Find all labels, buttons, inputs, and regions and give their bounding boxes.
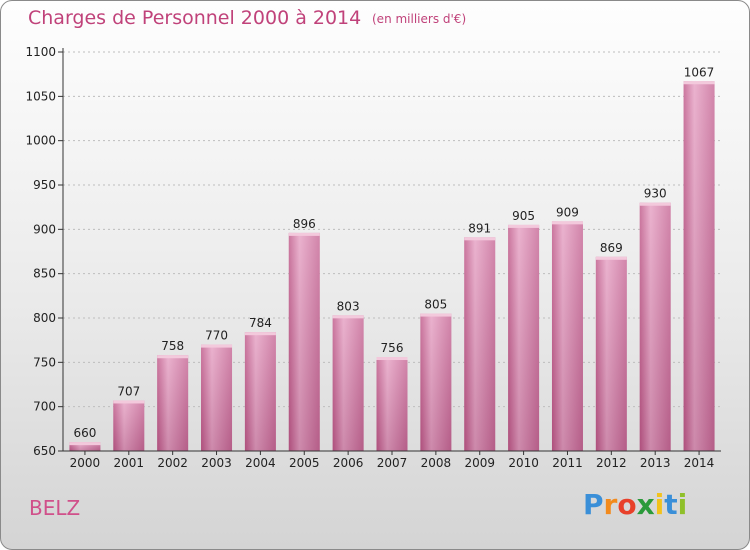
bar-shade-2007 [376,357,408,451]
bar-top-2013 [639,202,671,206]
bar-shade-2010 [508,224,540,451]
y-tick-label: 700 [33,400,56,414]
bar-shade-2004 [244,332,276,451]
y-tick-label: 750 [33,355,56,369]
bar-top-2000 [69,442,101,446]
bar-top-2004 [244,332,276,336]
x-tick-label-2006: 2006 [333,456,364,470]
x-tick-label-2004: 2004 [245,456,276,470]
bar-top-2008 [420,313,452,317]
bar-shade-2003 [201,344,233,451]
y-tick-label: 900 [33,222,56,236]
x-tick-label-2007: 2007 [377,456,408,470]
data-label-2009: 891 [468,221,491,235]
x-tick-label-2002: 2002 [157,456,188,470]
x-tick-label-2012: 2012 [596,456,627,470]
data-label-2002: 758 [161,339,184,353]
y-tick-label: 650 [33,444,56,458]
data-label-2006: 803 [337,299,360,313]
y-tick-label: 1050 [25,89,56,103]
data-label-2011: 909 [556,205,579,219]
data-label-2003: 770 [205,329,228,343]
x-tick-label-2011: 2011 [552,456,583,470]
data-label-2005: 896 [293,217,316,231]
bar-shade-2006 [332,315,364,451]
logo-letter: x [636,488,655,521]
bar-shade-2014 [683,81,715,451]
data-label-2014: 1067 [684,65,715,79]
bar-top-2003 [201,344,233,348]
chart-subtitle: (en milliers d'€) [372,12,467,26]
bar-shade-2008 [420,313,452,451]
bar-shade-2000 [69,442,101,451]
bar-top-2005 [288,232,320,236]
bar-shade-2005 [288,232,320,451]
bar-top-2009 [464,237,496,241]
y-tick-label: 1000 [25,134,56,148]
bar-top-2010 [508,224,540,228]
logo-letter: P [583,488,604,521]
bar-top-2001 [113,400,145,404]
x-tick-label-2000: 2000 [70,456,101,470]
x-tick-label-2013: 2013 [640,456,671,470]
x-tick-label-2009: 2009 [464,456,495,470]
bar-top-2012 [595,256,627,260]
x-tick-label-2001: 2001 [114,456,145,470]
logo-letter: o [617,488,637,521]
data-label-2013: 930 [644,187,667,201]
bar-shade-2011 [551,221,583,451]
bar-top-2002 [157,355,189,359]
bar-shade-2013 [639,202,671,451]
data-label-2012: 869 [600,241,623,255]
y-tick-label: 850 [33,267,56,281]
data-label-2010: 905 [512,209,535,223]
bar-shade-2009 [464,237,496,451]
x-tick-label-2008: 2008 [421,456,452,470]
logo-letter: i [654,488,665,521]
x-tick-label-2014: 2014 [684,456,715,470]
commune-name: BELZ [29,496,81,520]
bar-top-2014 [683,81,715,85]
data-label-2001: 707 [117,384,140,398]
y-tick-label: 950 [33,178,56,192]
data-label-2004: 784 [249,316,272,330]
logo-letter: t [664,488,678,521]
x-tick-label-2005: 2005 [289,456,320,470]
logo-letter: r [603,488,618,521]
bar-shade-2012 [595,256,627,451]
bar-top-2007 [376,357,408,361]
y-tick-label: 800 [33,311,56,325]
logo-letter: i [677,488,688,521]
data-label-2008: 805 [424,298,447,312]
data-label-2007: 756 [381,341,404,355]
bar-top-2011 [551,221,583,225]
y-tick-label: 1100 [25,45,56,59]
data-label-2000: 660 [73,426,96,440]
proxiti-logo: Proxiti [583,488,687,521]
bar-shade-2002 [157,355,189,451]
bar-top-2006 [332,315,364,319]
chart-title: Charges de Personnel 2000 à 2014 [28,7,362,29]
x-tick-label-2003: 2003 [201,456,232,470]
bar-shade-2001 [113,400,145,451]
x-tick-label-2010: 2010 [508,456,539,470]
